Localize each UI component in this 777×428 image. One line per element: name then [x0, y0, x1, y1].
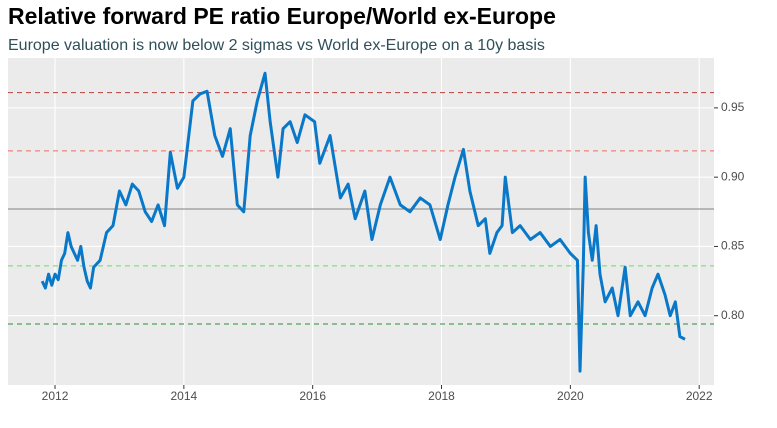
y-tick-label: 0.90 — [721, 169, 745, 183]
x-tick-label: 2016 — [299, 389, 326, 403]
x-tick-label: 2022 — [686, 389, 713, 403]
x-tick-label: 2018 — [428, 389, 455, 403]
chart-subtitle: Europe valuation is now below 2 sigmas v… — [8, 37, 545, 54]
x-tick-label: 2014 — [171, 389, 198, 403]
plot-panel — [8, 58, 714, 385]
y-tick-label: 0.95 — [721, 100, 745, 114]
x-tick-label: 2020 — [557, 389, 584, 403]
x-tick-label: 2012 — [42, 389, 69, 403]
y-tick-label: 0.85 — [721, 239, 745, 253]
y-tick-label: 0.80 — [721, 308, 745, 322]
chart-title: Relative forward PE ratio Europe/World e… — [8, 3, 556, 29]
data-line — [40, 71, 686, 373]
